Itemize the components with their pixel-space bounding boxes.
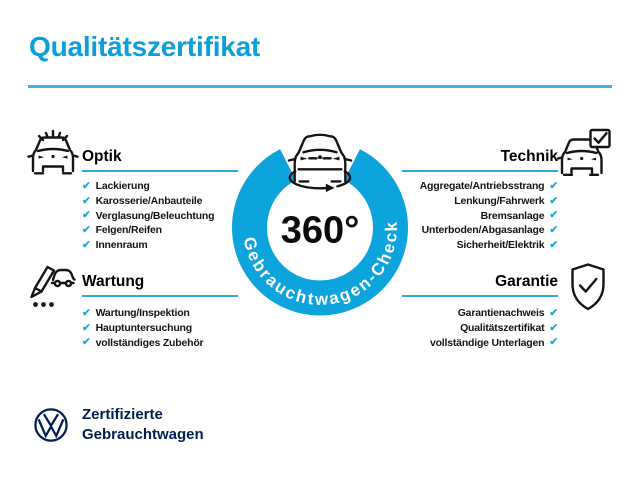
check-icon: ✔ <box>82 321 91 334</box>
checklist-item: ✔ Verglasung/Beleuchtung <box>82 208 238 223</box>
section-technik: Technik ✔ Aggregate/Antriebsstrang ✔ Len… <box>402 149 558 252</box>
item-label: Aggregate/Antriebsstrang <box>419 180 545 193</box>
section-divider <box>402 170 558 172</box>
checklist: ✔ Aggregate/Antriebsstrang ✔ Lenkung/Fah… <box>402 179 559 253</box>
checklist-item: ✔ Sicherheit/Elektrik <box>402 238 559 253</box>
check-icon: ✔ <box>82 194 91 207</box>
ring-arc <box>232 149 408 316</box>
section-divider <box>402 295 558 297</box>
check-icon: ✔ <box>549 180 558 193</box>
checklist-item: ✔ Felgen/Reifen <box>82 223 238 238</box>
item-label: Hauptuntersuchung <box>95 322 193 335</box>
section-title: Garantie <box>495 273 558 290</box>
checklist-item: ✔ vollständige Unterlagen <box>402 335 558 350</box>
car-checkbox-icon <box>557 128 611 176</box>
section-garantie: Garantie ✔ Garantienachweis ✔ Qualitätsz… <box>402 274 558 350</box>
check-icon: ✔ <box>82 307 91 320</box>
checklist-item: ✔ Wartung/Inspektion <box>82 306 238 321</box>
checklist: ✔ Garantienachweis ✔ Qualitätszertifikat… <box>402 306 558 350</box>
checklist-item: ✔ Hauptuntersuchung <box>82 321 238 336</box>
vw-logo-icon <box>34 408 68 442</box>
check-icon: ✔ <box>549 194 558 207</box>
checklist-item: ✔ Garantienachweis <box>402 306 558 321</box>
checklist: ✔ Lackierung ✔ Karosserie/Anbauteile ✔ V… <box>82 179 238 252</box>
check-icon: ✔ <box>82 224 91 237</box>
item-label: vollständige Unterlagen <box>429 336 545 349</box>
item-label: Innenraum <box>95 239 148 252</box>
check-icon: ✔ <box>549 336 558 349</box>
section-divider <box>82 295 238 297</box>
checklist-item: ✔ Karosserie/Anbauteile <box>82 194 238 209</box>
item-label: Qualitätszertifikat <box>460 322 545 335</box>
checklist-item: ✔ vollständiges Zubehör <box>82 335 238 350</box>
checklist-item: ✔ Unterboden/Abgasanlage <box>402 223 559 238</box>
car-rotate-360-icon <box>287 133 353 193</box>
check-icon: ✔ <box>549 209 558 222</box>
brand-line-1: Zertifizierte <box>82 406 163 423</box>
item-label: Garantienachweis <box>457 307 545 320</box>
shield-check-icon <box>571 263 605 311</box>
section-title: Optik <box>82 148 122 165</box>
check-icon: ✔ <box>82 209 91 222</box>
section-divider <box>82 170 238 172</box>
inspection-pen-car-icon <box>30 265 76 307</box>
brand-name: Zertifizierte Gebrauchtwagen <box>82 405 204 444</box>
section-title: Wartung <box>82 273 145 290</box>
check-icon: ✔ <box>549 321 558 334</box>
section-title: Technik <box>500 148 558 165</box>
car-shine-icon <box>27 129 79 175</box>
checklist-item: ✔ Innenraum <box>82 238 238 253</box>
item-label: Verglasung/Beleuchtung <box>95 209 215 222</box>
check-icon: ✔ <box>549 238 558 251</box>
check-icon: ✔ <box>82 238 91 251</box>
item-label: Unterboden/Abgasanlage <box>421 224 545 237</box>
checklist-item: ✔ Lackierung <box>82 179 238 194</box>
center-value: 360° <box>280 209 360 252</box>
check-icon: ✔ <box>82 180 91 193</box>
check-icon: ✔ <box>549 224 558 237</box>
check-icon: ✔ <box>549 307 558 320</box>
item-label: Bremsanlage <box>480 209 545 222</box>
checklist: ✔ Wartung/Inspektion ✔ Hauptuntersuchung… <box>82 306 238 350</box>
checklist-item: ✔ Aggregate/Antriebsstrang <box>402 179 559 194</box>
section-optik: Optik ✔ Lackierung ✔ Karosserie/Anbautei… <box>82 149 238 252</box>
item-label: Lackierung <box>95 180 150 193</box>
checklist-item: ✔ Bremsanlage <box>402 208 559 223</box>
item-label: Karosserie/Anbauteile <box>95 195 203 208</box>
checklist-item: ✔ Lenkung/Fahrwerk <box>402 194 558 209</box>
item-label: vollständiges Zubehör <box>95 336 204 349</box>
section-wartung: Wartung ✔ Wartung/Inspektion ✔ Hauptunte… <box>82 274 238 350</box>
checklist-item: ✔ Qualitätszertifikat <box>402 321 558 336</box>
page-title: Qualitätszertifikat <box>29 31 261 62</box>
brand-line-2: Gebrauchtwagen <box>82 425 204 443</box>
title-divider <box>28 85 612 88</box>
item-label: Wartung/Inspektion <box>95 307 190 320</box>
item-label: Felgen/Reifen <box>95 224 162 237</box>
item-label: Sicherheit/Elektrik <box>456 239 545 252</box>
check-icon: ✔ <box>82 336 91 349</box>
item-label: Lenkung/Fahrwerk <box>454 195 545 208</box>
